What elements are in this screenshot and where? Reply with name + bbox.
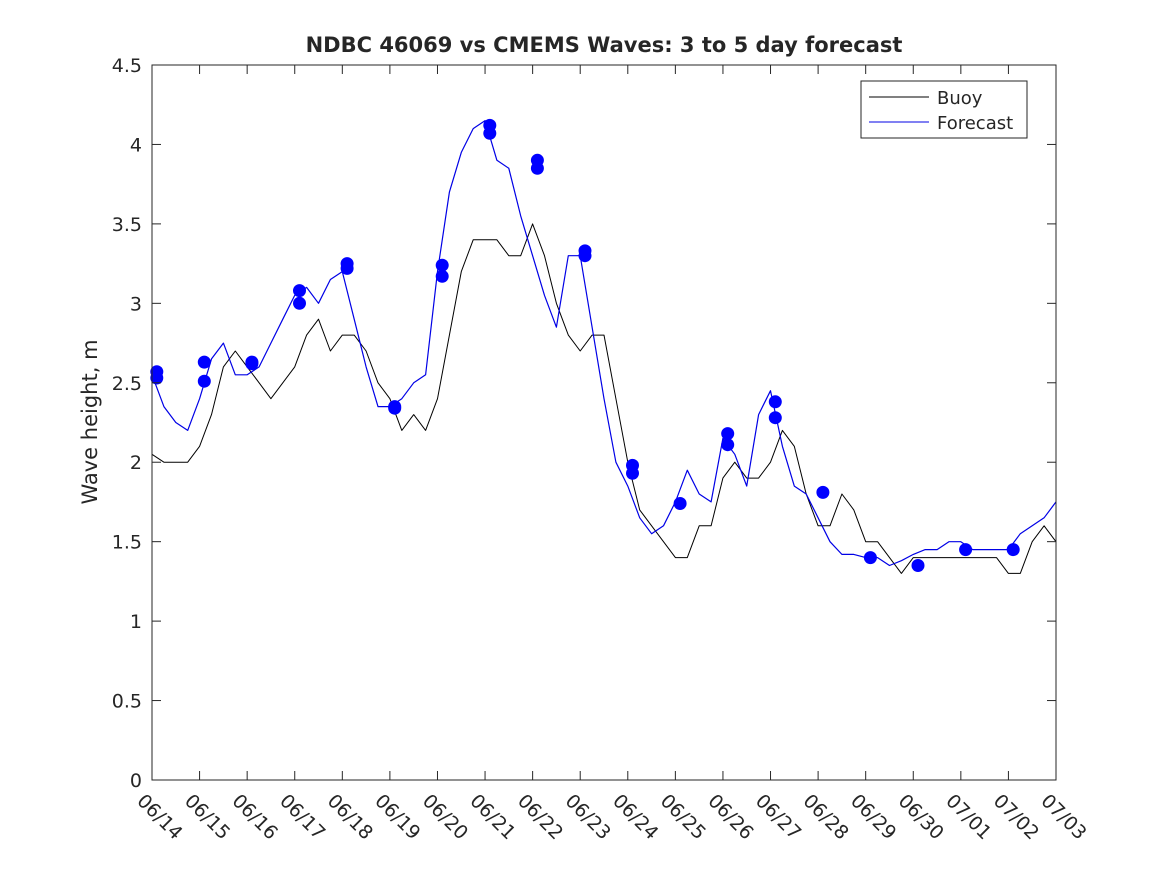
plot-frame bbox=[151, 64, 1057, 781]
y-tick-label: 2 bbox=[130, 452, 142, 474]
forecast-marker-layer bbox=[150, 118, 1020, 572]
forecast-marker bbox=[721, 438, 735, 452]
forecast-marker bbox=[293, 296, 306, 310]
forecast-marker bbox=[768, 411, 782, 425]
y-tick-label: 4 bbox=[130, 134, 142, 156]
y-tick-label: 0 bbox=[130, 770, 142, 792]
y-tick-label: 1 bbox=[130, 611, 142, 633]
forecast-marker bbox=[1006, 543, 1020, 557]
forecast-marker bbox=[388, 400, 402, 414]
legend-forecast-label: Forecast bbox=[937, 113, 1013, 134]
forecast-marker bbox=[816, 485, 830, 499]
forecast-marker bbox=[626, 458, 639, 472]
buoy-series-line bbox=[151, 223, 1057, 574]
forecast-marker bbox=[435, 258, 449, 272]
forecast-marker bbox=[530, 153, 544, 167]
forecast-marker bbox=[673, 497, 687, 510]
forecast-marker bbox=[578, 244, 592, 258]
forecast-marker bbox=[245, 355, 259, 369]
y-tick-label: 2.5 bbox=[112, 373, 142, 395]
legend: Buoy Forecast bbox=[860, 80, 1028, 139]
legend-buoy-label: Buoy bbox=[937, 88, 983, 109]
forecast-marker bbox=[863, 551, 877, 565]
forecast-marker bbox=[340, 257, 354, 271]
y-tick-label: 0.5 bbox=[112, 691, 142, 713]
forecast-marker bbox=[197, 374, 211, 388]
legend-box bbox=[860, 80, 1028, 139]
forecast-marker bbox=[768, 395, 782, 409]
forecast-marker bbox=[721, 427, 735, 441]
forecast-marker bbox=[959, 543, 973, 557]
y-tick-label: 3 bbox=[130, 293, 142, 315]
plot-area-background bbox=[152, 65, 1056, 780]
y-tick-label: 3.5 bbox=[112, 214, 142, 236]
forecast-marker bbox=[197, 355, 211, 369]
chart-title: NDBC 46069 vs CMEMS Waves: 3 to 5 day fo… bbox=[306, 33, 903, 57]
y-tick-label: 4.5 bbox=[112, 55, 142, 77]
forecast-marker bbox=[435, 269, 449, 283]
forecast-marker bbox=[911, 559, 925, 572]
y-tick-label: 1.5 bbox=[112, 532, 142, 554]
y-axis-label: Wave height, m bbox=[78, 339, 102, 504]
forecast-marker bbox=[293, 284, 306, 298]
forecast-marker bbox=[483, 118, 497, 132]
forecast-marker bbox=[150, 365, 164, 379]
